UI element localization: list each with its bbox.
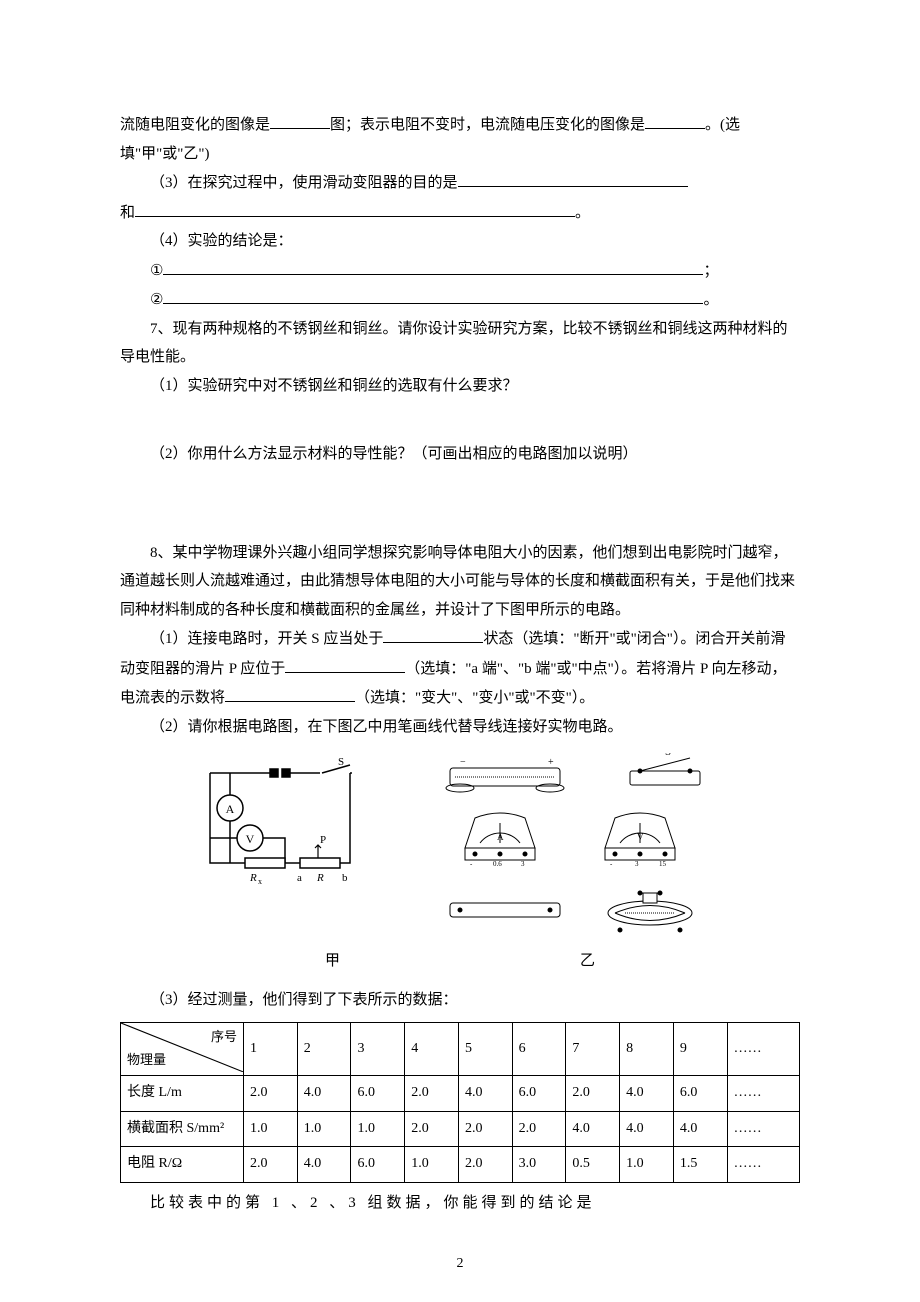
q-prev-4-1: ①； (120, 256, 800, 286)
col-h: 7 (566, 1023, 620, 1076)
svg-text:-: - (470, 860, 473, 868)
svg-text:15: 15 (659, 860, 667, 868)
label-jia: 甲 (325, 947, 340, 976)
q7-1: （1）实验研究中对不锈钢丝和铜丝的选取有什么要求？ (120, 372, 800, 401)
svg-text:0.6: 0.6 (493, 860, 502, 868)
text: 。 (703, 292, 718, 308)
q8-head: 8、某中学物理课外兴趣小组同学想探究影响导体电阻大小的因素，他们想到出电影院时门… (120, 539, 800, 625)
paragraph-q-prev-tail: 流随电阻变化的图像是图；表示电阻不变时，电流随电压变化的图像是。(选填"甲"或"… (120, 110, 800, 168)
page-number: 2 (0, 1251, 920, 1278)
col-h: 8 (620, 1023, 674, 1076)
text: ① (150, 263, 163, 279)
data-table: 序号 物理量 1 2 3 4 5 6 7 8 9 …… 长度 L/m2.04.0… (120, 1022, 800, 1183)
col-h: 3 (351, 1023, 405, 1076)
svg-text:−: − (460, 757, 466, 768)
svg-text:A: A (226, 802, 235, 816)
blank-chart-v[interactable] (645, 110, 705, 129)
col-h: 9 (673, 1023, 727, 1076)
q7-2: （2）你用什么方法显示材料的导性能？（可画出相应的电路图加以说明） (120, 440, 800, 469)
svg-text:b: b (342, 872, 348, 884)
text: （3）在探究过程中，使用滑动变阻器的目的是 (150, 175, 458, 191)
table-row: 横截面积 S/mm²1.01.01.02.02.02.04.04.04.0…… (121, 1111, 800, 1147)
q8-1: （1）连接电路时，开关 S 应当处于状态（选填："断开"或"闭合"）。闭合开关前… (120, 624, 800, 713)
components-diagram-yi: − + S A - 0.6 3 V - 3 15 (430, 753, 730, 943)
col-h: 2 (297, 1023, 351, 1076)
text: 流随电阻变化的图像是 (120, 117, 270, 133)
col-h: 6 (512, 1023, 566, 1076)
q7-head: 7、现有两种规格的不锈钢丝和铜丝。请你设计实验研究方案，比较不锈钢丝和铜线这两种… (120, 315, 800, 372)
text: 和 (120, 205, 135, 221)
blank-chart-r[interactable] (270, 110, 330, 129)
col-h: 1 (244, 1023, 298, 1076)
blank-slider-pos[interactable] (285, 654, 405, 673)
table-row: 电阻 R/Ω2.04.06.01.02.03.00.51.01.5…… (121, 1147, 800, 1183)
svg-text:+: + (548, 757, 554, 768)
q8-2: （2）请你根据电路图，在下图乙中用笔画线代替导线连接好实物电路。 (120, 713, 800, 742)
figure-row: A V P a b Rx R S − + S A - 0.6 3 V - 3 15 (120, 753, 800, 943)
svg-text:V: V (637, 832, 644, 842)
svg-text:S: S (338, 756, 344, 768)
blank-switch-state[interactable] (383, 624, 483, 643)
blank-purpose-2[interactable] (135, 198, 575, 217)
figure-labels: 甲 乙 (120, 947, 800, 976)
svg-text:-: - (610, 860, 613, 868)
blank-conclusion-1[interactable] (163, 256, 703, 275)
col-h: 5 (458, 1023, 512, 1076)
text: （选填："变大"、"变小"或"不变"）。 (355, 690, 594, 706)
text: ； (703, 263, 718, 279)
q-prev-3: （3）在探究过程中，使用滑动变阻器的目的是 (120, 168, 800, 198)
text: 图；表示电阻不变时，电流随电压变化的图像是 (330, 117, 645, 133)
circuit-diagram-jia: A V P a b Rx R S (190, 753, 370, 903)
svg-text:3: 3 (521, 860, 525, 868)
text: ② (150, 292, 163, 308)
blank-current-change[interactable] (225, 683, 355, 702)
blank-purpose-1[interactable] (458, 168, 688, 187)
col-h: …… (727, 1023, 799, 1076)
svg-text:R: R (249, 872, 257, 884)
col-h: 4 (405, 1023, 459, 1076)
svg-text:a: a (297, 872, 302, 884)
q8-3: （3）经过测量，他们得到了下表所示的数据： (120, 986, 800, 1015)
text: （1）连接电路时，开关 S 应当处于 (150, 631, 383, 647)
svg-text:S: S (665, 753, 671, 758)
q-prev-4-2: ②。 (120, 285, 800, 315)
label-yi: 乙 (580, 947, 595, 976)
table-diag-header: 序号 物理量 (121, 1023, 244, 1076)
table-row: 长度 L/m2.04.06.02.04.06.02.04.06.0…… (121, 1076, 800, 1112)
hdr-top: 序号 (211, 1025, 237, 1050)
q8-3-conclusion: 比较表中的第 1 、2 、3 组数据，你能得到的结论是 (120, 1189, 800, 1218)
svg-text:P: P (320, 834, 326, 846)
svg-text:3: 3 (635, 860, 639, 868)
blank-conclusion-2[interactable] (163, 285, 703, 304)
svg-text:x: x (258, 877, 262, 886)
q-prev-3b: 和。 (120, 198, 800, 228)
svg-text:A: A (497, 832, 504, 842)
svg-text:V: V (246, 832, 255, 846)
text: 。 (575, 205, 590, 221)
svg-text:R: R (316, 872, 324, 884)
hdr-bot: 物理量 (127, 1048, 166, 1073)
q-prev-4: （4）实验的结论是： (120, 227, 800, 256)
